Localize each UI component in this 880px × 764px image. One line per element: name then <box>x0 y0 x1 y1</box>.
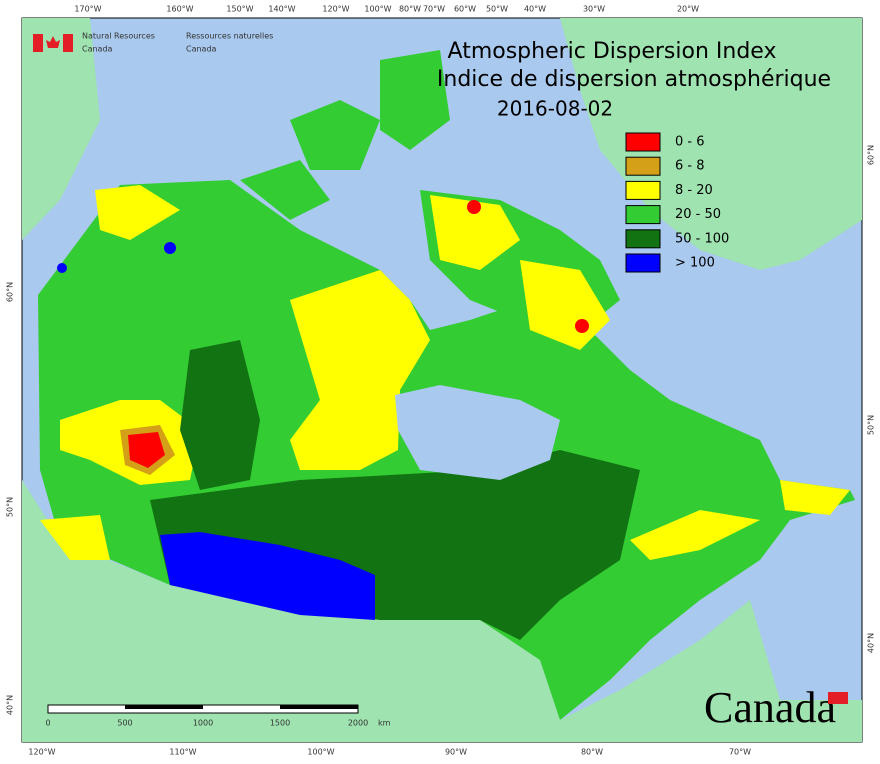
legend-label: 8 - 20 <box>675 183 713 198</box>
lat-label: 40°N <box>867 633 876 653</box>
legend-swatch <box>625 205 661 225</box>
lon-label: 110°W <box>169 748 196 757</box>
org-fr: Ressources naturelles <box>186 32 273 41</box>
lon-label: 30°W <box>583 5 605 14</box>
lat-label: 50°N <box>867 415 876 435</box>
legend-swatch <box>625 253 661 273</box>
lon-label: 120°W <box>28 748 55 757</box>
legend-swatch <box>625 132 661 152</box>
lon-label: 50°W <box>486 5 508 14</box>
legend-swatch <box>625 180 661 200</box>
lon-label: 80°W <box>581 748 603 757</box>
lon-label: 120°W <box>322 5 349 14</box>
wordmark: Canada <box>704 683 836 732</box>
org-fr: Canada <box>186 45 217 54</box>
scale-unit: km <box>378 719 391 728</box>
title-en: Atmospheric Dispersion Index <box>448 39 777 64</box>
org-en: Canada <box>82 45 113 54</box>
scale-bar <box>47 704 359 714</box>
scale-label: 500 <box>117 719 132 728</box>
scale-label: 1500 <box>270 719 290 728</box>
lon-label: 100°W <box>307 748 334 757</box>
legend-swatch <box>625 229 661 249</box>
legend-label: 50 - 100 <box>675 231 729 246</box>
legend-swatch <box>625 156 661 176</box>
lon-label: 20°W <box>677 5 699 14</box>
lon-label: 150°W <box>226 5 253 14</box>
lon-label: 70°W <box>729 748 751 757</box>
lon-label: 40°W <box>524 5 546 14</box>
scale-label: 0 <box>45 719 50 728</box>
lon-label: 80°W <box>399 5 421 14</box>
scale-label: 2000 <box>348 719 368 728</box>
lat-label: 60°N <box>6 282 15 302</box>
legend-label: > 100 <box>675 256 715 271</box>
lon-label: 100°W <box>364 5 391 14</box>
org-en: Natural Resources <box>82 32 155 41</box>
legend-label: 20 - 50 <box>675 207 721 222</box>
lat-label: 40°N <box>6 695 15 715</box>
logo <box>33 34 73 52</box>
lon-label: 170°W <box>74 5 101 14</box>
lon-label: 90°W <box>445 748 467 757</box>
legend-label: 0 - 6 <box>675 135 705 150</box>
title-date: 2016-08-02 <box>497 97 613 121</box>
basemap <box>22 18 862 742</box>
lon-label: 60°W <box>454 5 476 14</box>
legend-label: 6 - 8 <box>675 159 705 174</box>
lat-label: 50°N <box>6 497 15 517</box>
lon-label: 140°W <box>268 5 295 14</box>
lon-label: 70°W <box>423 5 445 14</box>
title-fr: Indice de dispersion atmosphérique <box>437 67 831 92</box>
lon-label: 160°W <box>166 5 193 14</box>
wordmark-flag <box>828 692 848 704</box>
scale-label: 1000 <box>193 719 213 728</box>
lat-label: 60°N <box>867 145 876 165</box>
